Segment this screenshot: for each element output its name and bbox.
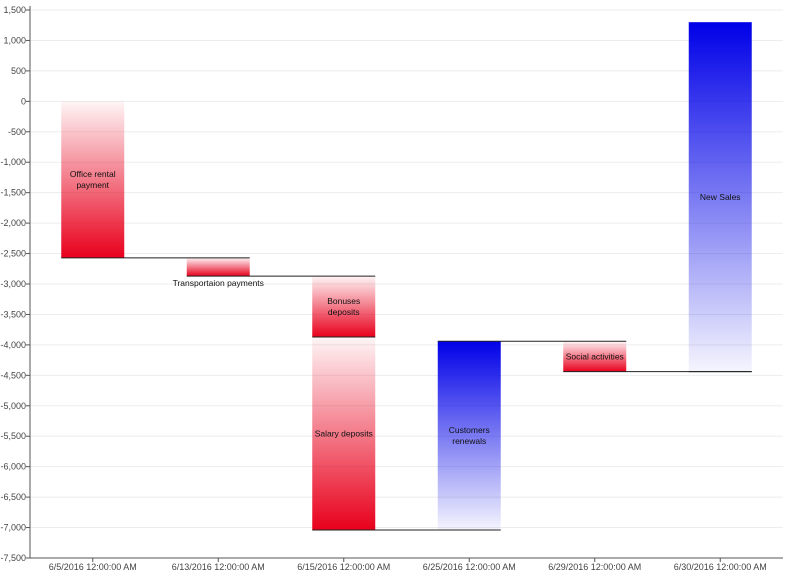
grid-lines (30, 9, 783, 559)
bar-label: Customers renewals (449, 425, 490, 446)
y-tick-label: -6,500 (0, 492, 26, 502)
waterfall-bar (186, 257, 250, 277)
y-tick-label: -2,000 (0, 218, 26, 228)
bar-labels: Office rental payment Transportaion paymen… (70, 169, 741, 446)
y-tick-label: -7,000 (0, 523, 26, 533)
connectors (61, 257, 752, 531)
y-tick-label: 0 (21, 96, 26, 106)
y-tick-label: -500 (8, 127, 26, 137)
y-tick-label: -1,000 (0, 157, 26, 167)
y-tick-label: -7,500 (0, 553, 26, 563)
y-tick-label: -6,000 (0, 462, 26, 472)
y-tick-label: -3,000 (0, 279, 26, 289)
x-tick-label: 6/29/2016 12:00:00 AM (548, 562, 641, 572)
y-tick-label: -5,500 (0, 431, 26, 441)
waterfall-bar (61, 101, 125, 258)
y-tick-label: 1,000 (3, 35, 26, 45)
bar-label: Social activities (566, 351, 624, 361)
waterfall-bar (437, 341, 501, 530)
waterfall-bar (312, 336, 376, 530)
y-tick-label: -1,500 (0, 188, 26, 198)
x-tick-label: 6/25/2016 12:00:00 AM (423, 562, 516, 572)
x-tick-label: 6/15/2016 12:00:00 AM (297, 562, 390, 572)
bar-label: Office rental payment (70, 169, 116, 190)
axes: 1,500 1,000 500 0 -500 -1,000 -1,500 -2,000 -2,5… (0, 5, 783, 572)
y-tick-label: -3,500 (0, 309, 26, 319)
bar-label: Transportaion payments (173, 278, 264, 288)
waterfall-bar (688, 22, 752, 372)
bar-label: Salary deposits (315, 428, 373, 438)
x-tick-label: 6/5/2016 12:00:00 AM (49, 562, 137, 572)
y-tick-label: -4,500 (0, 370, 26, 380)
y-tick-label: 500 (11, 66, 26, 76)
y-tick-label: 1,500 (3, 5, 26, 15)
bar-label: Bonuses deposits (327, 296, 360, 317)
x-tick-label: 6/30/2016 12:00:00 AM (674, 562, 767, 572)
y-tick-label: -4,000 (0, 340, 26, 350)
y-tick-label: -2,500 (0, 249, 26, 259)
x-tick-label: 6/13/2016 12:00:00 AM (172, 562, 265, 572)
waterfall-bar (563, 341, 627, 372)
waterfall-bar (312, 276, 376, 337)
bar-label: New Sales (700, 192, 741, 202)
bars (61, 22, 752, 530)
y-tick-label: -5,000 (0, 401, 26, 411)
